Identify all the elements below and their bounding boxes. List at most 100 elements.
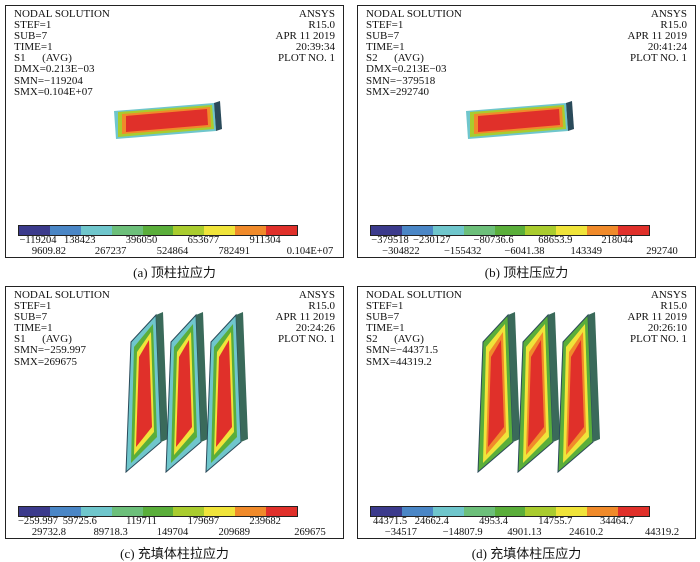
info-line: PLOT NO. 1 (630, 333, 687, 346)
legend-label: −230127 (413, 235, 451, 246)
legend-swatch (556, 507, 588, 516)
legend-label: 4953.4 (479, 516, 508, 527)
contour-band (136, 340, 152, 447)
legend-swatch (19, 507, 50, 516)
column-side (508, 312, 520, 442)
info-line: ANSYS (650, 8, 687, 20)
plot-info: ANSYS R15.0 APR 11 2019 20:26:10 PLOT NO. 1 (627, 289, 688, 346)
legend-label: −6041.38 (504, 246, 545, 257)
contour-band (528, 340, 544, 447)
legend-label: −119204 (19, 235, 57, 246)
column-side (156, 312, 168, 442)
legend-swatch (556, 226, 588, 235)
column-side (548, 312, 560, 442)
legend-swatch (525, 226, 557, 235)
legend-swatch (49, 226, 81, 235)
info-line: SMX=292740 (366, 85, 430, 98)
contour-band (176, 340, 192, 447)
info-line: SMN=−379518 (366, 74, 436, 87)
legend-swatch (432, 226, 464, 235)
column-side (236, 312, 248, 442)
legend-swatch (235, 226, 267, 235)
legend-swatch (266, 507, 298, 516)
legend-swatch (587, 507, 619, 516)
info-line: NODAL SOLUTION (14, 8, 110, 20)
slab-side (214, 101, 222, 131)
legend-swatch (494, 507, 526, 516)
info-line: SMX=0.104E+07 (14, 85, 93, 98)
info-line: SMN=−119204 (14, 74, 83, 87)
legend-label: −34517 (384, 527, 417, 538)
legend-label: 24610.2 (569, 527, 604, 538)
info-line: S1 (AVG) (14, 52, 72, 65)
legend-swatch (142, 226, 174, 235)
legend-label: 68653.9 (538, 235, 573, 246)
info-line: R15.0 (660, 300, 687, 313)
legend-swatch (111, 507, 143, 516)
info-line: NODAL SOLUTION (14, 289, 110, 301)
legend-label: 218044 (601, 235, 633, 246)
legend-swatch (587, 226, 619, 235)
legend-swatch (463, 507, 495, 516)
info-line: ANSYS (298, 8, 335, 20)
legend-swatch (204, 226, 236, 235)
plot-info: ANSYS R15.0 APR 11 2019 20:41:24 PLOT NO. 1 (628, 8, 688, 64)
legend-label: 138423 (64, 235, 96, 246)
info-line: STEF=1 (366, 300, 404, 313)
info-line: STEF=1 (14, 19, 52, 32)
info-line: 20:39:34 (295, 41, 335, 54)
legend-label: 149704 (156, 527, 189, 538)
info-line: SUB=7 (366, 311, 400, 324)
legend-label: 89718.3 (93, 527, 128, 538)
legend-label: −80736.6 (473, 235, 514, 246)
info-line: DMX=0.213E−03 (14, 63, 95, 76)
legend-swatch (371, 226, 402, 235)
color-legend-bar (18, 225, 298, 236)
legend-swatch (432, 507, 464, 516)
color-legend-bar (370, 506, 650, 517)
column-side (588, 312, 600, 442)
info-line: NODAL SOLUTION (366, 289, 462, 301)
legend-label: 44319.2 (644, 527, 680, 538)
info-line: 20:26:10 (647, 322, 687, 335)
legend-label: 119711 (126, 516, 157, 527)
info-line: SUB=7 (366, 30, 400, 43)
contour-plot-a: NODAL SOLUTION STEF=1 SUB=7 TIME=1 S1 (AVG) D… (5, 5, 344, 258)
figure-caption-b: (b) 顶柱压应力 (484, 265, 569, 280)
info-line: R15.0 (660, 19, 687, 32)
stress-contour-model (477, 312, 600, 474)
info-line: SMX=44319.2 (366, 355, 432, 368)
info-line: DMX=0.213E−03 (366, 63, 447, 76)
info-line: S2 (AVG) (366, 333, 424, 346)
legend-label: 269675 (294, 527, 326, 538)
legend-swatch (463, 226, 495, 235)
info-line: PLOT NO. 1 (278, 333, 335, 346)
info-line: APR 11 2019 (275, 311, 336, 324)
legend-swatch (80, 507, 112, 516)
info-line: ANSYS (298, 289, 335, 301)
info-line: S1 (AVG) (14, 333, 72, 346)
plot-info: ANSYS R15.0 APR 11 2019 20:39:34 PLOT NO. 1 (276, 8, 336, 64)
info-line: APR 11 2019 (627, 311, 688, 324)
figure-caption-d: (d) 充填体柱压应力 (471, 546, 582, 561)
legend-label: 14755.7 (538, 516, 573, 527)
legend-label: 24662.4 (414, 516, 449, 527)
legend-label: 179697 (187, 516, 220, 527)
color-legend-bar (370, 225, 650, 236)
legend-label: −304822 (382, 246, 420, 257)
info-line: TIME=1 (366, 41, 405, 54)
legend-swatch (19, 226, 50, 235)
contour-plot-b: NODAL SOLUTION STEF=1 SUB=7 TIME=1 S2 (AVG) D… (357, 5, 696, 258)
legend-label: 29732.8 (31, 527, 66, 538)
legend-label: 267237 (94, 246, 127, 257)
legend-swatch (142, 507, 174, 516)
slab-side (566, 101, 574, 131)
info-line: SMX=269675 (14, 355, 78, 368)
plot-info: ANSYS R15.0 APR 11 2019 20:24:26 PLOT NO. 1 (275, 289, 336, 346)
legend-swatch (618, 507, 650, 516)
legend-label: 59725.6 (62, 516, 97, 527)
legend-label: 396050 (125, 235, 158, 246)
legend-label: 911304 (249, 235, 281, 246)
stress-contour-model (114, 101, 222, 139)
contour-plot-c: NODAL SOLUTION STEF=1 SUB=7 TIME=1 S1 (AVG) S… (5, 286, 344, 539)
